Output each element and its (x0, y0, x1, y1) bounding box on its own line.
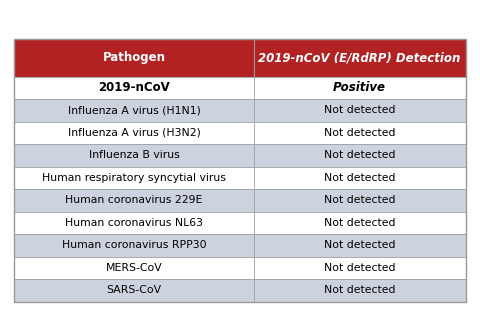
Text: Not detected: Not detected (324, 263, 396, 273)
Bar (14, 212, 253, 234)
Text: Not detected: Not detected (324, 285, 396, 296)
Text: Not detected: Not detected (324, 240, 396, 250)
Text: Not detected: Not detected (324, 173, 396, 183)
Bar (253, 167, 466, 189)
Bar (14, 39, 253, 77)
Bar (14, 167, 253, 189)
Text: 2019-nCoV (E/RdRP) Detection: 2019-nCoV (E/RdRP) Detection (258, 51, 461, 64)
Bar (14, 144, 253, 167)
Text: Human coronavirus NL63: Human coronavirus NL63 (65, 218, 203, 228)
Bar (14, 234, 253, 257)
Bar (14, 189, 253, 212)
Text: Human coronavirus RPP30: Human coronavirus RPP30 (61, 240, 206, 250)
Text: Human respiratory syncytial virus: Human respiratory syncytial virus (42, 173, 226, 183)
Text: SARS-CoV: SARS-CoV (107, 285, 162, 296)
Bar (253, 189, 466, 212)
Bar (253, 99, 466, 122)
Bar (14, 279, 253, 302)
Bar (253, 144, 466, 167)
Text: Not detected: Not detected (324, 105, 396, 116)
Bar (253, 234, 466, 257)
Bar (253, 257, 466, 279)
Bar (253, 77, 466, 99)
Bar (253, 212, 466, 234)
Text: Not detected: Not detected (324, 195, 396, 205)
Text: Not detected: Not detected (324, 218, 396, 228)
Bar (14, 122, 253, 144)
Bar (253, 279, 466, 302)
Text: Not detected: Not detected (324, 151, 396, 160)
Bar (14, 39, 466, 302)
Bar (253, 122, 466, 144)
Text: Influenza B virus: Influenza B virus (89, 151, 180, 160)
Text: Pathogen: Pathogen (102, 51, 166, 64)
Bar (253, 39, 466, 77)
Text: 2019-nCoV: 2019-nCoV (98, 82, 170, 94)
Text: Not detected: Not detected (324, 128, 396, 138)
Text: Influenza A virus (H3N2): Influenza A virus (H3N2) (68, 128, 201, 138)
Text: MERS-CoV: MERS-CoV (106, 263, 162, 273)
Bar (14, 77, 253, 99)
Text: Positive: Positive (333, 82, 386, 94)
Bar (14, 99, 253, 122)
Text: Human coronavirus 229E: Human coronavirus 229E (65, 195, 203, 205)
Bar (14, 257, 253, 279)
Text: Influenza A virus (H1N1): Influenza A virus (H1N1) (68, 105, 201, 116)
